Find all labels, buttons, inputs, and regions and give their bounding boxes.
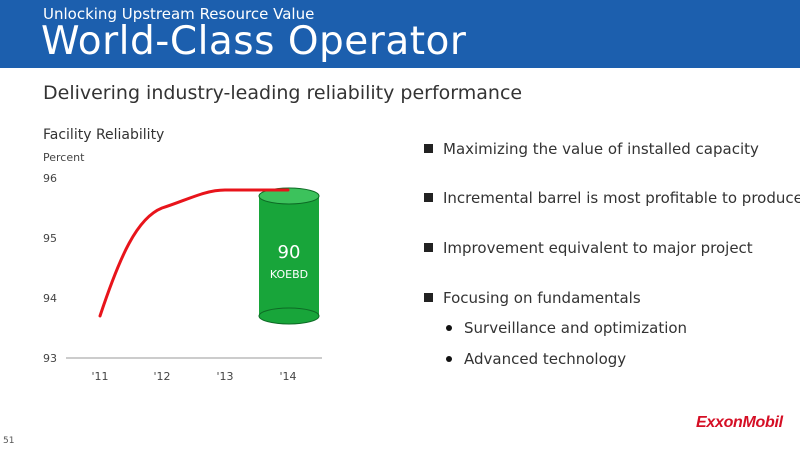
bullet-item: Improvement equivalent to major project bbox=[424, 239, 753, 257]
cylinder-top bbox=[258, 187, 320, 205]
header-title: World-Class Operator bbox=[41, 19, 467, 64]
page-number: 51 bbox=[3, 436, 15, 446]
y-tick-label: 93 bbox=[43, 352, 57, 365]
bullet-item: Focusing on fundamentals bbox=[424, 289, 641, 307]
dot-bullet-icon bbox=[446, 325, 452, 331]
bullet-text: Improvement equivalent to major project bbox=[443, 239, 753, 257]
sub-bullet-text: Advanced technology bbox=[464, 350, 627, 368]
annotation-unit: KOEBD bbox=[270, 268, 308, 281]
annotation-value: 90 bbox=[278, 242, 301, 263]
y-tick-label: 94 bbox=[43, 292, 57, 305]
square-bullet-icon bbox=[424, 193, 433, 202]
cylinder-body bbox=[259, 196, 319, 316]
x-tick-label: '14 bbox=[279, 370, 296, 383]
cylinder-base bbox=[258, 307, 320, 325]
chart-y-label: Percent bbox=[43, 151, 85, 164]
sub-bullet-text: Surveillance and optimization bbox=[464, 319, 688, 337]
bullet-text: Focusing on fundamentals bbox=[443, 289, 641, 307]
sub-bullet-item: Surveillance and optimization bbox=[446, 319, 687, 337]
exxonmobil-logo: ExxonMobil bbox=[696, 414, 783, 431]
square-bullet-icon bbox=[424, 144, 433, 153]
bullet-item: Incremental barrel is most profitable to… bbox=[424, 189, 800, 207]
x-tick-label: '13 bbox=[216, 370, 233, 383]
chart-title: Facility Reliability bbox=[43, 127, 165, 143]
y-tick-label: 95 bbox=[43, 232, 57, 245]
square-bullet-icon bbox=[424, 293, 433, 302]
y-tick-label: 96 bbox=[43, 172, 57, 185]
dot-bullet-icon bbox=[446, 356, 452, 362]
slide-header: Unlocking Upstream Resource Value World-… bbox=[0, 0, 800, 68]
square-bullet-icon bbox=[424, 243, 433, 252]
x-tick-label: '12 bbox=[153, 370, 170, 383]
header-subtitle: Unlocking Upstream Resource Value bbox=[43, 5, 315, 23]
slide-subtitle: Delivering industry-leading reliability … bbox=[43, 82, 523, 104]
x-tick-label: '11 bbox=[91, 370, 108, 383]
sub-bullet-item: Advanced technology bbox=[446, 350, 626, 368]
bullet-text: Incremental barrel is most profitable to… bbox=[443, 189, 800, 207]
bullet-text: Maximizing the value of installed capaci… bbox=[443, 140, 759, 158]
bullet-item: Maximizing the value of installed capaci… bbox=[424, 140, 759, 158]
